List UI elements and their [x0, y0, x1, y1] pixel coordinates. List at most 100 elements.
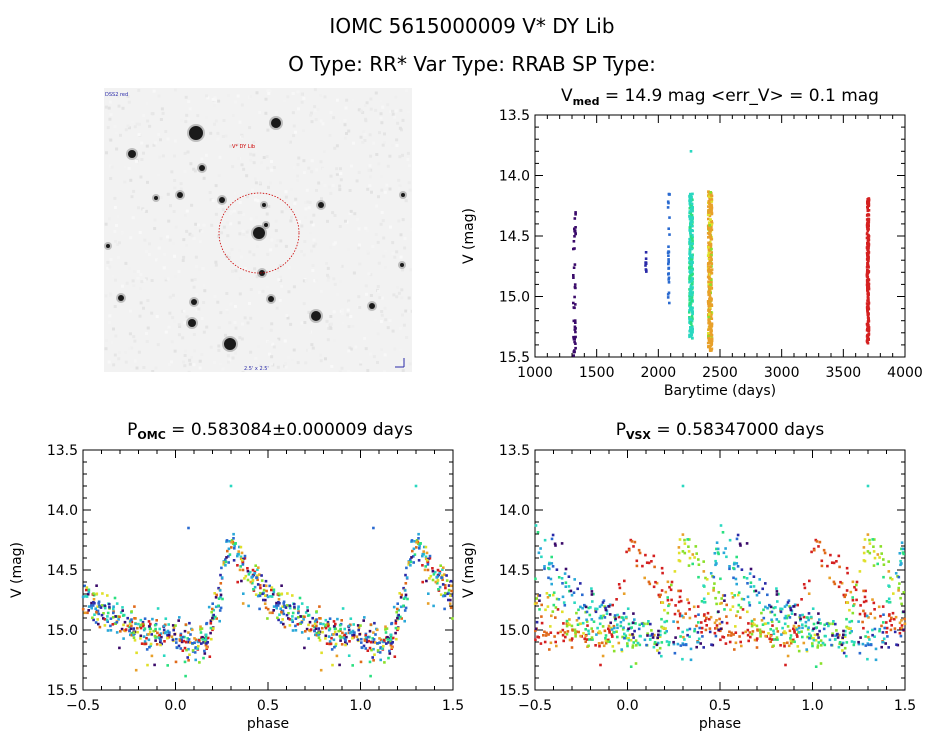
data-point [707, 285, 710, 288]
data-point [787, 599, 791, 602]
sky-noise [374, 232, 378, 236]
sky-noise [404, 199, 408, 203]
data-point [197, 639, 201, 642]
phase-vsx-axes: 13.514.014.515.015.5−0.5 0.0 0.5 1.0 1.5phas… [461, 443, 916, 732]
data-point [689, 223, 693, 226]
data-point [533, 602, 537, 605]
data-point [412, 561, 415, 564]
sky-noise [372, 190, 375, 194]
sky-noise [159, 138, 162, 142]
data-point [260, 579, 264, 582]
data-point [302, 618, 305, 621]
data-point [704, 628, 708, 632]
sky-noise [357, 227, 361, 231]
sky-noise [241, 229, 245, 233]
sky-noise [252, 153, 256, 157]
data-point [594, 610, 598, 614]
data-point [688, 311, 691, 314]
sky-noise [239, 211, 243, 214]
data-point [784, 614, 788, 618]
sky-noise [315, 189, 318, 192]
timeseries-title-rest: = 14.9 mag <err_V> = 0.1 mag [599, 86, 879, 106]
data-point [211, 602, 214, 605]
data-point [900, 541, 904, 544]
data-point [749, 585, 753, 588]
data-point [264, 579, 268, 583]
data-point [777, 620, 781, 623]
data-point [122, 623, 125, 627]
data-point [187, 638, 191, 641]
sky-noise [213, 122, 216, 126]
data-point [550, 582, 553, 586]
sky-noise [398, 126, 402, 130]
sky-noise [224, 134, 228, 138]
sky-noise [366, 251, 370, 255]
sky-noise [389, 304, 393, 308]
data-point [660, 654, 663, 658]
data-point [735, 537, 739, 541]
sky-noise [252, 253, 256, 257]
data-point [121, 609, 124, 612]
data-point [132, 633, 135, 637]
data-point [112, 611, 115, 615]
data-point [719, 638, 722, 642]
data-point [153, 634, 157, 638]
data-point [746, 633, 750, 637]
sky-noise [384, 249, 388, 253]
data-point [428, 557, 432, 560]
data-point [680, 614, 684, 618]
data-point [740, 597, 744, 601]
data-point [867, 297, 870, 300]
sky-noise [365, 101, 369, 105]
data-point [735, 555, 738, 559]
timeseries-xlabel: Barytime (days) [664, 383, 776, 399]
data-point [632, 545, 635, 548]
data-point [290, 618, 294, 622]
sky-noise [202, 176, 206, 180]
data-point [320, 651, 323, 655]
data-point [716, 547, 720, 551]
sky-noise [164, 278, 168, 282]
data-point [277, 592, 280, 595]
sky-noise [397, 291, 401, 295]
star [188, 319, 196, 327]
data-point [424, 555, 428, 559]
sky-noise [249, 217, 253, 221]
data-point [707, 208, 710, 212]
data-point [560, 577, 564, 580]
data-point [162, 628, 166, 632]
data-point [244, 574, 248, 578]
data-point [631, 646, 634, 649]
data-point [708, 617, 711, 621]
data-point [666, 206, 670, 209]
data-point [708, 197, 711, 200]
sky-noise [258, 364, 262, 368]
data-point [564, 635, 567, 639]
data-point [667, 227, 670, 230]
data-point [739, 606, 743, 609]
data-point [419, 542, 422, 545]
data-point [399, 615, 402, 619]
data-point [898, 582, 901, 585]
data-point [710, 198, 713, 201]
data-point [865, 305, 869, 309]
data-point [644, 553, 647, 557]
timeseries-xtick-label: 1000 [517, 365, 553, 381]
data-point [252, 588, 255, 591]
data-point [622, 626, 625, 629]
data-point [439, 593, 443, 596]
data-point [802, 583, 806, 586]
data-point [694, 545, 698, 548]
data-point [425, 551, 429, 555]
sky-noise [182, 309, 186, 313]
data-point [591, 630, 595, 633]
data-point [239, 555, 243, 559]
data-point [709, 204, 712, 207]
sky-noise [161, 111, 165, 115]
sky-noise [254, 149, 258, 153]
data-point [747, 639, 750, 643]
sky-noise [233, 321, 237, 324]
sky-noise [347, 325, 351, 329]
data-point [608, 603, 612, 607]
sky-noise [369, 107, 373, 111]
